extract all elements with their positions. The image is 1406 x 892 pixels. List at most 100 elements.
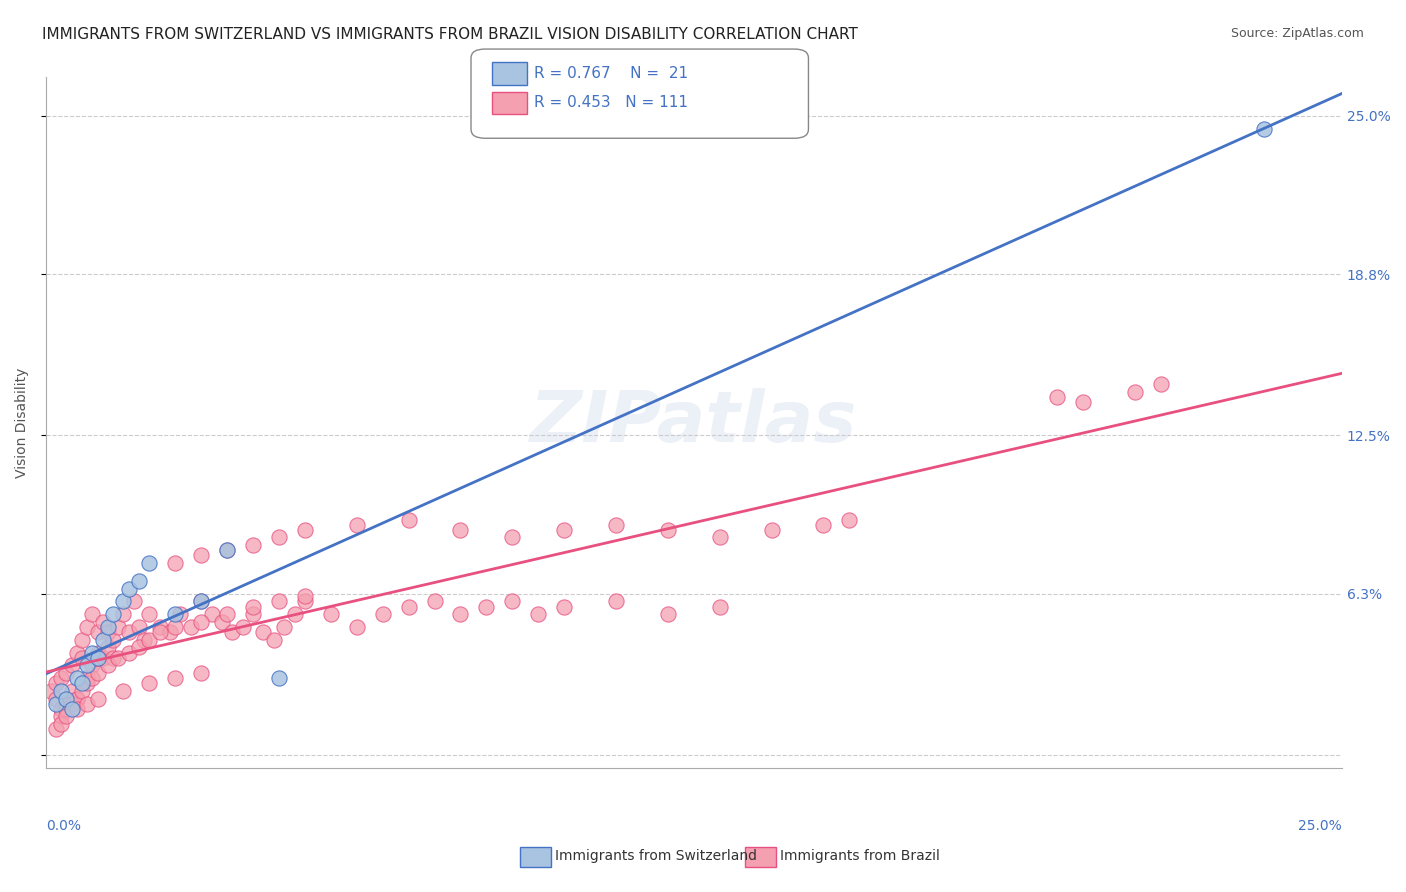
Point bbox=[553, 599, 575, 614]
Point bbox=[86, 691, 108, 706]
Point bbox=[190, 549, 212, 563]
Point bbox=[527, 607, 550, 622]
Point bbox=[475, 599, 498, 614]
Point bbox=[86, 646, 108, 660]
Point bbox=[217, 607, 239, 622]
Point bbox=[165, 607, 187, 622]
Text: Source: ZipAtlas.com: Source: ZipAtlas.com bbox=[1230, 27, 1364, 40]
Point bbox=[82, 646, 104, 660]
Point bbox=[70, 683, 93, 698]
Point bbox=[138, 676, 160, 690]
Point bbox=[211, 615, 233, 629]
Point bbox=[165, 671, 187, 685]
Point bbox=[117, 582, 139, 596]
Point bbox=[45, 676, 67, 690]
Point bbox=[190, 594, 212, 608]
Point bbox=[273, 620, 295, 634]
Point bbox=[1123, 384, 1146, 399]
Point bbox=[1149, 377, 1171, 392]
Point bbox=[217, 543, 239, 558]
Text: R = 0.453   N = 111: R = 0.453 N = 111 bbox=[534, 95, 689, 110]
Point bbox=[221, 625, 243, 640]
Point bbox=[267, 594, 290, 608]
Point bbox=[82, 658, 104, 673]
Point bbox=[76, 676, 98, 690]
Point bbox=[82, 607, 104, 622]
Point bbox=[55, 697, 77, 711]
Point bbox=[70, 676, 93, 690]
Point bbox=[112, 594, 135, 608]
Point bbox=[149, 625, 172, 640]
Point bbox=[138, 607, 160, 622]
Point bbox=[371, 607, 394, 622]
Point bbox=[70, 650, 93, 665]
Point bbox=[97, 640, 120, 655]
Point bbox=[159, 625, 181, 640]
Point bbox=[107, 620, 129, 634]
Point bbox=[55, 709, 77, 723]
Point bbox=[200, 607, 222, 622]
Text: IMMIGRANTS FROM SWITZERLAND VS IMMIGRANTS FROM BRAZIL VISION DISABILITY CORRELAT: IMMIGRANTS FROM SWITZERLAND VS IMMIGRANT… bbox=[42, 27, 858, 42]
Point bbox=[242, 599, 264, 614]
Point bbox=[51, 702, 73, 716]
Point bbox=[55, 665, 77, 680]
Point bbox=[91, 632, 114, 647]
Text: 0.0%: 0.0% bbox=[45, 819, 80, 832]
Point bbox=[553, 523, 575, 537]
Point bbox=[76, 697, 98, 711]
Point bbox=[232, 620, 254, 634]
Point bbox=[45, 697, 67, 711]
Point bbox=[101, 607, 124, 622]
Point bbox=[450, 607, 472, 622]
Point bbox=[60, 702, 83, 716]
Point bbox=[39, 683, 62, 698]
Point bbox=[66, 691, 89, 706]
Point bbox=[267, 531, 290, 545]
Point bbox=[242, 607, 264, 622]
Point bbox=[180, 620, 202, 634]
Point bbox=[838, 513, 860, 527]
Point bbox=[138, 632, 160, 647]
Point bbox=[165, 620, 187, 634]
Point bbox=[267, 671, 290, 685]
Point bbox=[284, 607, 307, 622]
Point bbox=[501, 594, 523, 608]
Text: Immigrants from Switzerland: Immigrants from Switzerland bbox=[555, 849, 758, 863]
Point bbox=[86, 650, 108, 665]
Point bbox=[66, 646, 89, 660]
Point bbox=[128, 620, 150, 634]
Point bbox=[813, 517, 835, 532]
Point bbox=[60, 697, 83, 711]
Point bbox=[112, 683, 135, 698]
Point bbox=[117, 646, 139, 660]
Point bbox=[709, 531, 731, 545]
Point bbox=[128, 640, 150, 655]
Point bbox=[76, 620, 98, 634]
Point bbox=[55, 702, 77, 716]
Point bbox=[398, 513, 420, 527]
Point bbox=[294, 523, 316, 537]
Point bbox=[51, 709, 73, 723]
Point bbox=[217, 543, 239, 558]
Point bbox=[657, 607, 679, 622]
Point bbox=[263, 632, 285, 647]
Point bbox=[117, 625, 139, 640]
Point bbox=[51, 717, 73, 731]
Point bbox=[86, 625, 108, 640]
Point bbox=[45, 722, 67, 736]
Point bbox=[55, 691, 77, 706]
Point bbox=[101, 650, 124, 665]
Point bbox=[76, 671, 98, 685]
Point bbox=[107, 650, 129, 665]
Point bbox=[101, 632, 124, 647]
Point bbox=[60, 658, 83, 673]
Point bbox=[66, 702, 89, 716]
Point bbox=[450, 523, 472, 537]
Point bbox=[190, 615, 212, 629]
Point bbox=[128, 574, 150, 588]
Point bbox=[134, 632, 156, 647]
Y-axis label: Vision Disability: Vision Disability bbox=[15, 368, 30, 478]
Point bbox=[605, 594, 627, 608]
Text: R = 0.767    N =  21: R = 0.767 N = 21 bbox=[534, 66, 689, 80]
Point bbox=[51, 671, 73, 685]
